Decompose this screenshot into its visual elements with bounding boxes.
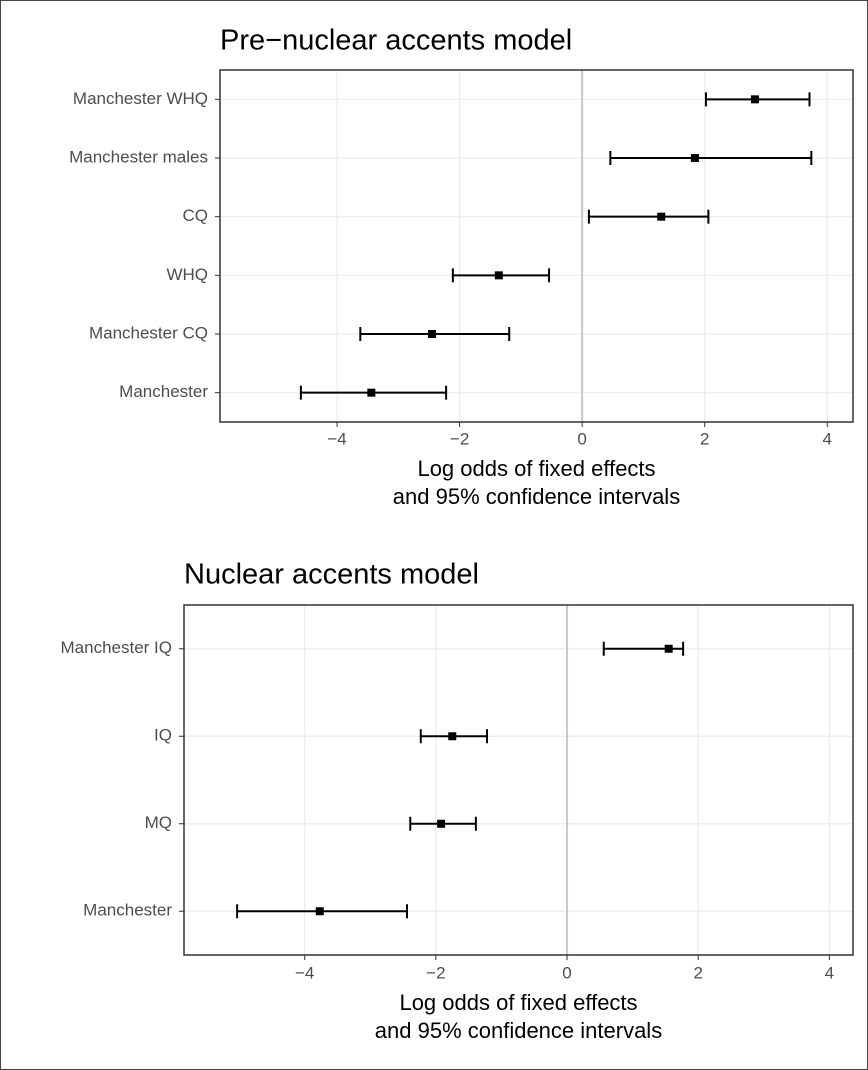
y-tick-label: Manchester <box>119 382 208 401</box>
x-tick-label: 0 <box>562 963 571 982</box>
point-estimate <box>690 154 699 162</box>
x-axis-title: and 95% confidence intervals <box>375 1018 662 1043</box>
x-tick-label: −4 <box>327 429 346 448</box>
y-tick-label: Manchester males <box>69 147 208 166</box>
error-bar <box>587 209 710 224</box>
x-tick-label: 4 <box>823 429 832 448</box>
y-tick-label: Manchester WHQ <box>73 89 208 108</box>
x-tick-label: −2 <box>426 963 445 982</box>
y-tick-label: Manchester <box>83 901 172 920</box>
y-tick-label: MQ <box>145 813 172 832</box>
point-estimate <box>750 95 759 104</box>
point-estimate <box>367 388 376 397</box>
chart-title: Pre−nuclear accents model <box>220 25 572 57</box>
plot-background <box>184 605 853 955</box>
point-estimate <box>448 732 457 741</box>
y-tick-label: IQ <box>154 726 172 745</box>
point-estimate <box>664 644 673 653</box>
point-estimate <box>315 907 324 916</box>
x-tick-label: 0 <box>577 429 586 448</box>
x-tick-label: 2 <box>700 429 709 448</box>
y-tick-label: Manchester CQ <box>89 323 208 342</box>
plot-border <box>219 69 854 423</box>
y-tick-label: Manchester IQ <box>61 638 173 657</box>
chart-title: Nuclear accents model <box>184 559 479 591</box>
x-tick-label: 2 <box>693 963 702 982</box>
x-tick-label: 4 <box>825 963 834 982</box>
y-tick-label: WHQ <box>166 265 208 284</box>
error-bar <box>609 151 813 165</box>
x-axis-title: Log odds of fixed effects <box>399 990 637 1015</box>
x-axis-title: Log odds of fixed effects <box>417 456 655 481</box>
plot-background <box>220 70 853 422</box>
x-tick-label: −4 <box>295 963 314 982</box>
point-estimate <box>657 212 666 221</box>
y-tick-label: CQ <box>183 206 209 225</box>
plot-border <box>183 604 854 956</box>
point-estimate <box>494 271 503 280</box>
point-estimate <box>428 330 437 338</box>
point-estimate <box>437 819 446 828</box>
x-tick-label: −2 <box>450 429 469 448</box>
x-axis-title: and 95% confidence intervals <box>393 484 680 509</box>
